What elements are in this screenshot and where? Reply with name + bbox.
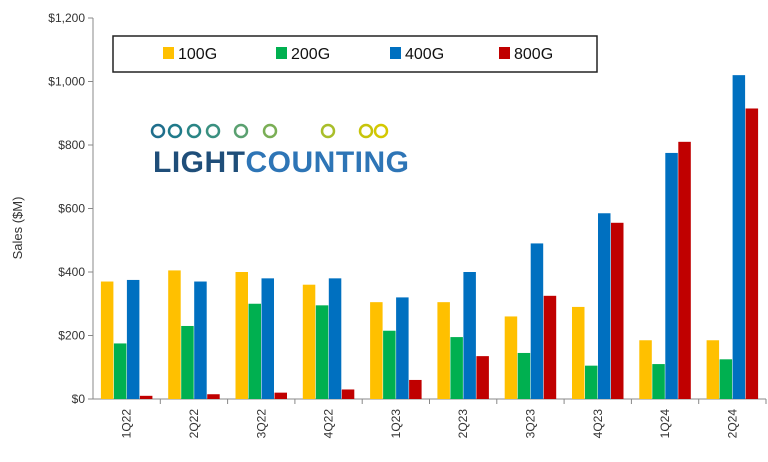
legend-swatch-400G [390,47,401,59]
bar-800G-4Q22 [341,389,355,399]
x-tick-label: 3Q23 [523,409,537,439]
bar-400G-4Q22 [328,278,342,399]
bar-800G-2Q22 [207,394,220,399]
logo-chain-link [205,123,221,139]
bar-200G-2Q24 [719,359,733,399]
legend-swatch-200G [276,47,287,59]
bar-400G-1Q22 [126,279,140,399]
logo-wordmark: LIGHTCOUNTING [153,146,410,179]
bar-800G-2Q24 [745,108,759,400]
bar-100G-1Q24 [639,340,652,399]
legend: 100G 200G 400G 800G [112,35,598,73]
bar-400G-2Q24 [732,75,746,400]
legend-swatch-800G [499,47,510,59]
logo-chain-link [150,123,166,139]
bar-800G-2Q23 [476,356,489,399]
logo-chain-link [373,123,389,139]
x-tick-label: 1Q24 [658,409,672,439]
legend-label-200G: 200G [291,46,330,63]
legend-label-100G: 100G [178,46,217,63]
bar-100G-3Q22 [235,272,248,399]
logo-chain-icon [150,123,389,139]
bar-800G-1Q22 [139,395,153,399]
bar-100G-1Q22 [100,281,114,399]
bar-400G-2Q22 [194,281,207,399]
bar-series-group [100,75,759,400]
bar-200G-1Q24 [652,364,665,399]
y-tick-label: $1,200 [48,11,85,25]
bar-100G-1Q23 [370,302,383,399]
x-tick-label: 2Q22 [187,409,201,439]
legend-box [112,35,598,73]
x-tick-label: 4Q23 [591,409,605,439]
bar-200G-3Q22 [248,303,261,399]
x-tick-labels: 1Q22 2Q22 3Q22 4Q22 1Q23 2Q23 3Q23 4Q23 1Q24 2Q24 [120,409,740,439]
bar-800G-1Q24 [678,141,691,399]
bar-100G-4Q23 [572,306,585,399]
x-tick-label: 3Q22 [254,409,268,439]
x-tick-label: 4Q22 [322,409,336,439]
y-tick-label: $600 [58,202,85,216]
logo-chain-link [358,123,374,139]
bar-200G-2Q22 [181,325,194,399]
bar-200G-2Q23 [450,337,463,399]
logo-chain-link [262,123,278,139]
x-tick-label: 2Q24 [725,409,739,439]
y-tick-label: $800 [58,138,85,152]
bar-800G-1Q23 [409,379,422,399]
bar-400G-3Q22 [261,278,274,399]
bar-400G-2Q23 [463,272,476,399]
bar-200G-4Q23 [585,365,598,399]
bar-100G-2Q22 [168,270,181,399]
x-tick-label: 1Q22 [120,409,134,439]
bar-200G-1Q23 [383,330,396,399]
y-axis-title: Sales ($M) [10,197,25,260]
bar-800G-3Q22 [274,392,287,399]
bar-200G-1Q22 [113,343,127,399]
y-tick-label: $1,000 [48,75,85,89]
legend-label-800G: 800G [514,46,553,63]
bar-100G-3Q23 [504,316,518,399]
bar-100G-2Q23 [437,302,450,399]
bar-400G-4Q23 [598,213,611,399]
bar-800G-3Q23 [543,295,557,399]
bar-400G-1Q24 [665,152,678,399]
x-tick-label: 2Q23 [456,409,470,439]
bar-100G-4Q22 [302,284,316,399]
bar-400G-3Q23 [530,243,544,399]
logo-chain-link [167,123,183,139]
bar-200G-3Q23 [517,352,531,399]
y-tick-label: $0 [72,392,86,406]
logo-text-light: LIGHT [153,146,246,179]
y-tick-label: $400 [58,265,85,279]
bar-800G-4Q23 [611,222,624,399]
x-tick-label: 1Q23 [389,409,403,439]
logo-chain-link [320,123,336,139]
y-tick-labels: $0 $200 $400 $600 $800 $1,000 $1,200 [48,11,85,406]
y-tick-label: $200 [58,329,85,343]
legend-label-400G: 400G [405,46,444,63]
legend-swatch-100G [163,47,174,59]
logo-chain-link [186,123,202,139]
bar-400G-1Q23 [396,297,409,399]
logo-chain-link [233,123,249,139]
lightcounting-logo: LIGHTCOUNTING [143,123,410,179]
logo-text-counting: COUNTING [246,146,410,179]
bar-100G-2Q24 [706,340,720,399]
bar-200G-4Q22 [315,305,329,399]
